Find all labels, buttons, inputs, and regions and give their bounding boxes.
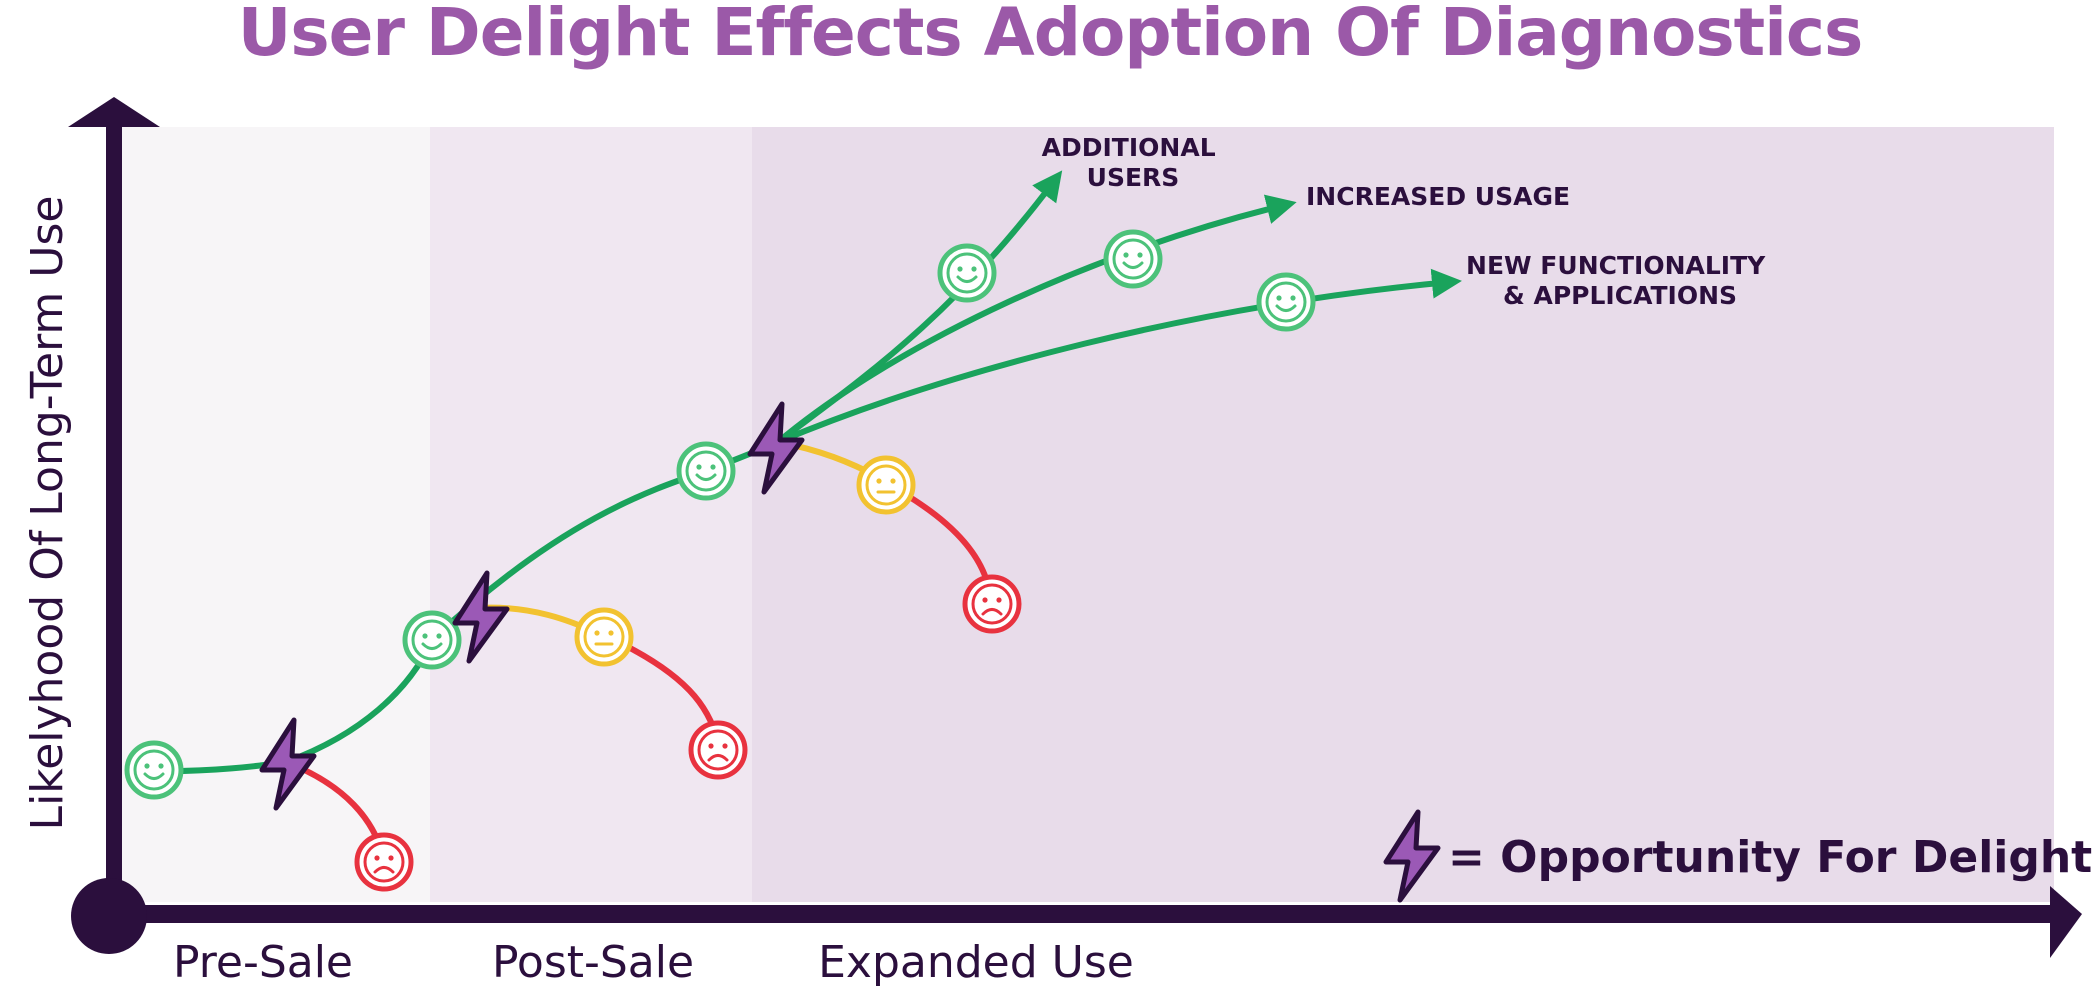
phase-region-postsale	[430, 127, 752, 902]
phase-label-expanded-use: Expanded Use	[818, 937, 1134, 988]
page-title: User Delight Effects Adoption Of Diagnos…	[237, 0, 1864, 71]
legend: = Opportunity For Delight	[1386, 812, 2092, 900]
face-happy-additional-users	[940, 246, 994, 300]
legend-text: = Opportunity For Delight	[1448, 832, 2092, 883]
face-happy-increased-usage	[1106, 232, 1160, 286]
axis-origin	[71, 878, 147, 954]
x-axis	[106, 886, 2082, 958]
phase-label-postsale: Post-Sale	[492, 937, 694, 988]
face-happy-presale	[405, 613, 459, 667]
face-neutral-postsale	[577, 610, 631, 664]
face-neutral-expanded	[859, 458, 913, 512]
arrow-new-functionality	[776, 268, 1462, 445]
phase-region-expanded	[752, 127, 2054, 902]
phase-label-presale: Pre-Sale	[173, 937, 353, 988]
face-happy-postsale	[679, 444, 733, 498]
arrow-increased-usage	[776, 194, 1297, 445]
branch-negative-3	[905, 493, 991, 588]
label-additional-users: ADDITIONAL USERS	[1042, 133, 1225, 192]
label-increased-usage: INCREASED USAGE	[1306, 182, 1570, 211]
label-new-functionality: NEW FUNCTIONALITY & APPLICATIONS	[1466, 251, 1774, 310]
face-happy-start	[127, 743, 181, 797]
face-sad-presale	[357, 835, 411, 889]
y-axis	[68, 97, 160, 905]
face-sad-postsale	[691, 723, 745, 777]
y-axis-label: Likelyhood Of Long-Term Use	[22, 196, 73, 831]
face-sad-expanded	[965, 577, 1019, 631]
face-happy-new-functionality	[1259, 275, 1313, 329]
